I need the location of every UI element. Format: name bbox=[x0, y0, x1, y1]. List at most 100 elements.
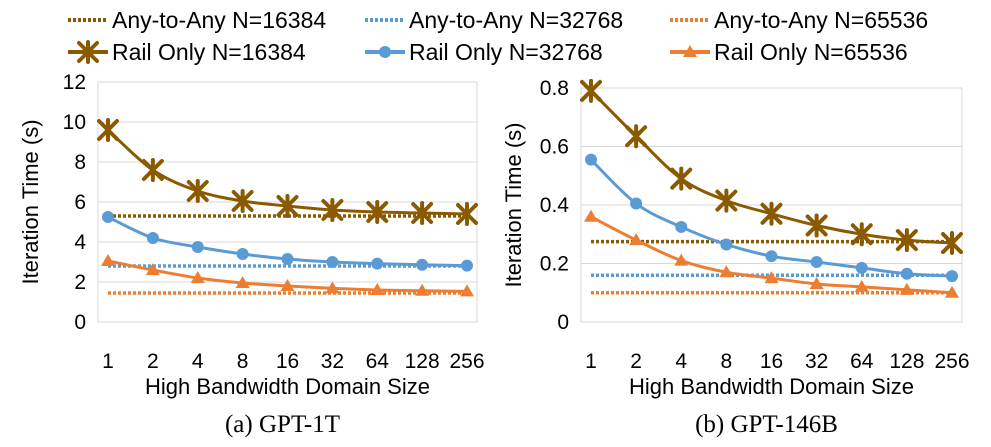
y-tick-label: 8 bbox=[74, 151, 86, 174]
x-tick-label: 16 bbox=[276, 350, 299, 373]
legend-label: Rail Only N=32768 bbox=[409, 39, 603, 65]
legend-item-any-to-any-n-32768: Any-to-Any N=32768 bbox=[365, 7, 623, 33]
x-tick-label: 128 bbox=[405, 350, 440, 373]
data-point bbox=[281, 253, 294, 265]
data-point bbox=[191, 241, 204, 253]
y-axis-label: Iteration Time (s) bbox=[18, 119, 43, 284]
legend-item-rail-only-n-65536: Rail Only N=65536 bbox=[670, 39, 908, 65]
data-point bbox=[715, 188, 738, 213]
data-point bbox=[326, 256, 339, 268]
x-tick-label: 64 bbox=[366, 350, 390, 373]
x-tick-label: 4 bbox=[192, 350, 204, 373]
legend: Any-to-Any N=16384 Any-to-Any N=32768 Any-… bbox=[68, 7, 928, 65]
x-tick-label: 2 bbox=[147, 350, 159, 373]
legend-marker bbox=[379, 46, 391, 58]
data-point bbox=[366, 200, 389, 224]
y-tick-labels: 0 0.2 0.4 0.6 0.8 bbox=[540, 77, 570, 334]
data-point bbox=[810, 256, 823, 269]
y-tick-label: 0 bbox=[74, 311, 86, 334]
x-tick-label: 32 bbox=[805, 350, 828, 373]
series-rail-only-n-16384 bbox=[97, 118, 478, 226]
legend-label: Rail Only N=65536 bbox=[714, 39, 908, 65]
legend-label: Any-to-Any N=32768 bbox=[409, 7, 623, 33]
legend-item-rail-only-n-16384: Rail Only N=16384 bbox=[68, 39, 306, 65]
legend-item-any-to-any-n-65536: Any-to-Any N=65536 bbox=[670, 7, 928, 33]
y-tick-label: 0.2 bbox=[540, 253, 569, 276]
data-point bbox=[585, 153, 597, 166]
data-point bbox=[97, 118, 119, 142]
data-point bbox=[629, 233, 644, 246]
legend-label: Any-to-Any N=65536 bbox=[714, 7, 928, 33]
y-tick-label: 4 bbox=[74, 231, 86, 254]
data-point bbox=[460, 284, 474, 297]
plot-area bbox=[97, 81, 478, 323]
data-point bbox=[145, 263, 160, 275]
data-point bbox=[280, 279, 295, 291]
x-axis-label: High Bandwidth Domain Size bbox=[629, 374, 914, 399]
data-point bbox=[325, 281, 340, 294]
data-point bbox=[760, 201, 783, 226]
legend-marker bbox=[683, 45, 697, 57]
data-point bbox=[321, 198, 344, 222]
data-point bbox=[941, 231, 963, 256]
x-tick-label: 32 bbox=[321, 350, 344, 373]
x-tick-label: 8 bbox=[721, 350, 733, 373]
data-point bbox=[415, 283, 430, 296]
series-rail-only-n-65536 bbox=[101, 254, 474, 297]
data-point bbox=[584, 209, 598, 222]
x-axis-label: High Bandwidth Domain Size bbox=[145, 374, 430, 399]
data-point bbox=[276, 194, 299, 218]
y-tick-label: 0 bbox=[557, 311, 569, 334]
series-rail-only-n-32768 bbox=[585, 153, 958, 283]
data-point bbox=[719, 265, 734, 278]
x-tick-label: 256 bbox=[934, 350, 969, 373]
data-point bbox=[235, 276, 250, 288]
data-point bbox=[946, 270, 958, 283]
y-axis-label: Iteration Time (s) bbox=[501, 122, 526, 287]
data-point bbox=[102, 211, 114, 223]
legend-item-rail-only-n-32768: Rail Only N=32768 bbox=[365, 39, 603, 65]
data-point bbox=[899, 282, 914, 295]
y-tick-label: 12 bbox=[63, 71, 86, 94]
x-tick-label: 64 bbox=[850, 350, 874, 373]
y-tick-label: 2 bbox=[74, 271, 86, 294]
chart-gpt-146b: 0 0.2 0.4 0.6 0.8 1 2 4 8 16 32 64 128 256 High Bandwi… bbox=[501, 77, 970, 438]
data-point bbox=[805, 213, 828, 238]
x-tick-label: 8 bbox=[237, 350, 249, 373]
data-point bbox=[146, 232, 159, 244]
x-tick-label: 256 bbox=[449, 350, 484, 373]
data-point bbox=[764, 271, 779, 284]
data-point bbox=[855, 261, 868, 274]
x-tick-labels: 1 2 4 8 16 32 64 128 256 bbox=[102, 350, 484, 373]
data-point bbox=[580, 78, 602, 103]
data-point bbox=[141, 158, 164, 182]
series-rail-only-n-65536 bbox=[584, 209, 959, 298]
y-tick-label: 10 bbox=[63, 111, 86, 134]
data-point bbox=[675, 220, 688, 233]
data-point bbox=[411, 201, 434, 225]
figure-caption: (a) GPT-1T bbox=[225, 411, 340, 438]
data-point bbox=[625, 124, 648, 149]
data-point bbox=[674, 253, 689, 266]
data-point bbox=[720, 238, 733, 251]
data-point bbox=[850, 222, 873, 247]
data-point bbox=[231, 189, 254, 213]
data-point bbox=[854, 279, 869, 292]
y-tick-label: 0.8 bbox=[540, 77, 569, 100]
x-tick-label: 16 bbox=[760, 350, 783, 373]
data-point bbox=[236, 248, 249, 260]
legend-item-any-to-any-n-16384: Any-to-Any N=16384 bbox=[68, 7, 326, 33]
data-point bbox=[416, 258, 429, 271]
data-point bbox=[895, 228, 918, 253]
x-tick-label: 2 bbox=[630, 350, 642, 373]
y-tick-label: 6 bbox=[74, 191, 86, 214]
y-tick-label: 0.4 bbox=[540, 194, 570, 217]
figure-caption: (b) GPT-146B bbox=[695, 411, 838, 438]
data-point bbox=[456, 202, 478, 226]
y-tick-labels: 0 2 4 6 8 10 12 bbox=[63, 71, 87, 334]
data-point bbox=[670, 166, 693, 191]
data-point bbox=[186, 179, 209, 203]
plot-area bbox=[580, 87, 963, 323]
data-point bbox=[370, 283, 385, 295]
